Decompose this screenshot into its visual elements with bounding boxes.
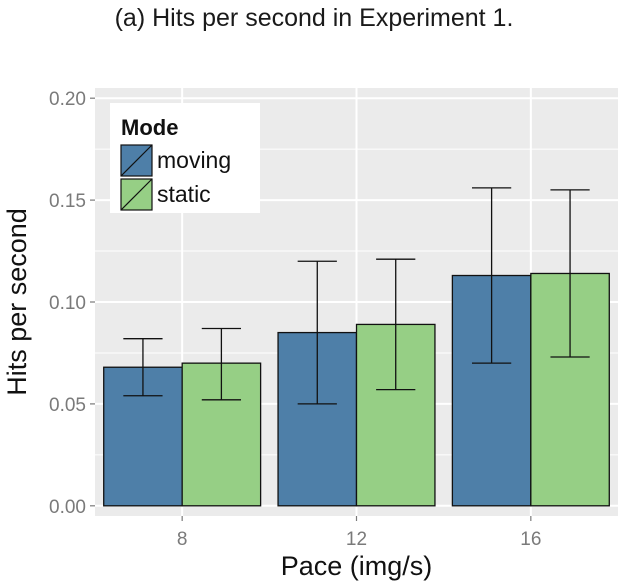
x-tick-label: 16 [520,529,541,550]
y-tick-label: 0.10 [49,293,86,314]
legend-title: Mode [121,115,178,140]
legend-label-moving: moving [157,147,231,173]
y-tick-label: 0.15 [49,191,86,212]
y-tick-label: 0.00 [49,497,86,518]
y-tick-label: 0.05 [49,395,86,416]
x-axis-title: Pace (img/s) [281,551,433,581]
legend-key-slash [120,178,153,211]
legend-key-slash [120,144,153,177]
x-axis: 8 12 16 [177,516,541,550]
y-axis: 0.00 0.05 0.10 0.15 0.20 [49,89,95,518]
error-bars [123,187,590,405]
y-axis-title: Hits per second [2,208,32,396]
figure-caption: (a) Hits per second in Experiment 1. [114,4,514,32]
x-tick-label: 8 [177,529,188,550]
legend-label-static: static [157,181,211,207]
legend: Mode moving static [110,103,260,213]
y-tick-label: 0.20 [49,89,86,110]
x-tick-label: 12 [346,529,367,550]
